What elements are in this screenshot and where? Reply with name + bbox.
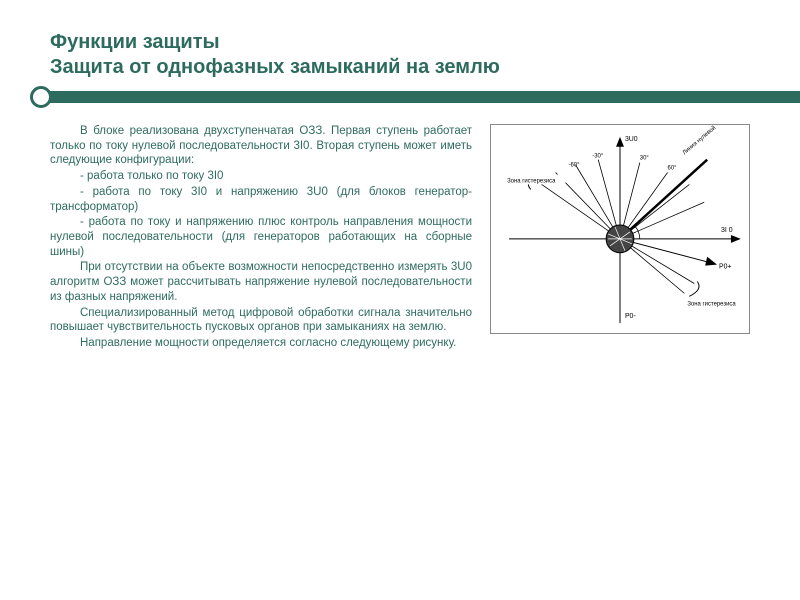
body-text-column: В блоке реализована двухступенчатая ОЗЗ.… — [50, 124, 472, 352]
content-row: В блоке реализована двухступенчатая ОЗЗ.… — [50, 124, 750, 352]
paragraph: Специализированный метод цифровой обрабо… — [50, 306, 472, 335]
title-line-1: Функции защиты — [50, 30, 750, 55]
divider-fill — [40, 91, 800, 103]
accent-divider — [0, 88, 800, 106]
paragraph: Направление мощности определяется соглас… — [50, 336, 472, 351]
paragraph: При отсутствии на объекте возможности не… — [50, 260, 472, 304]
hysteresis-bottom-label: Зона гистерезиса — [687, 301, 736, 307]
angle-tick: 30° — [640, 156, 650, 162]
title-block: Функции защиты Защита от однофазных замы… — [50, 30, 750, 80]
phasor-svg: 3U0 3I 0 P0+ P0- — [491, 125, 749, 333]
phasor-diagram: 3U0 3I 0 P0+ P0- — [490, 124, 750, 334]
hysteresis-bottom: Зона гистерезиса — [620, 239, 736, 307]
angle-tick: -60° — [568, 163, 580, 169]
hysteresis-top: Зона гистерезиса — [506, 175, 565, 190]
title-line-2: Защита от однофазных замыканий на землю — [50, 55, 750, 80]
diagram-column: 3U0 3I 0 P0+ P0- — [490, 124, 750, 352]
line-label: Линия нулевой — [681, 125, 717, 156]
axis-label-top: 3U0 — [625, 136, 638, 143]
paragraph: - работа по току 3I0 и напряжению 3U0 (д… — [50, 185, 472, 214]
slide-root: Функции защиты Защита от однофазных замы… — [0, 0, 800, 600]
angle-tick: 60° — [668, 166, 678, 172]
p0-minus-label: P0- — [625, 313, 636, 320]
hysteresis-top-label: Зона гистерезиса — [507, 178, 556, 184]
p0-plus-label: P0+ — [719, 264, 732, 271]
angle-tick: -30° — [592, 154, 604, 160]
paragraph: В блоке реализована двухступенчатая ОЗЗ.… — [50, 124, 472, 168]
axis-label-right: 3I 0 — [721, 227, 733, 234]
paragraph: - работа по току и напряжению плюс контр… — [50, 215, 472, 259]
paragraph: - работа только по току 3I0 — [50, 169, 472, 184]
divider-circle-icon — [30, 86, 52, 108]
